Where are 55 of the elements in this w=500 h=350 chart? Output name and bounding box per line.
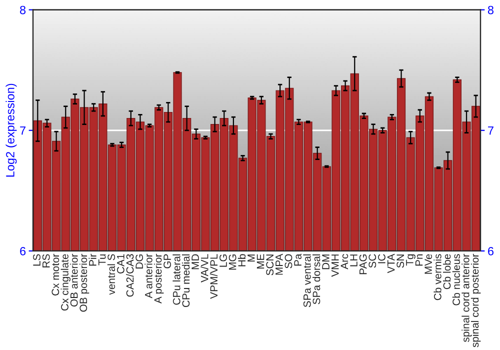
x-tick-label: M	[248, 254, 255, 262]
x-tick-label: Cx motor	[52, 254, 60, 296]
y-tick-label: 6	[20, 246, 26, 256]
y-axis-title: Log2 (expression)	[6, 84, 17, 177]
x-tick-label: A anterior	[144, 254, 152, 298]
x-tick-label: SO	[284, 254, 292, 268]
x-tick-label: VTA	[387, 254, 395, 274]
x-tick-label: LS	[33, 254, 40, 266]
x-tick-label: VA/VL	[200, 254, 208, 282]
x-tick-label: OB anterior	[70, 254, 78, 306]
x-tick-label: SC	[368, 254, 376, 268]
x-tick-label: Cx cingulate	[60, 254, 70, 311]
x-tick-label: Arc	[340, 254, 348, 270]
y2-tick-label: 8	[488, 6, 494, 14]
x-tick-label: CPu medial	[182, 254, 190, 308]
x-tick-label: VMH	[332, 254, 339, 277]
x-tick-label: MVe	[424, 254, 432, 274]
x-tick-label: A posterior	[154, 254, 164, 304]
x-tick-label: LG	[220, 254, 227, 267]
x-tick-label: GP	[164, 254, 171, 268]
x-tick-label: IC	[378, 254, 386, 264]
x-tick-label: DM	[322, 254, 330, 270]
x-tick-label: Hb	[238, 254, 246, 266]
x-tick-label: DG	[136, 254, 144, 268]
x-tick-label: CA1	[116, 254, 124, 274]
x-tick-label: MD	[192, 254, 199, 270]
x-tick-label: SN	[396, 254, 404, 268]
x-tick-label: MG	[228, 254, 236, 270]
x-tick-label: SCN	[266, 254, 274, 276]
x-tick-label: Cb nucleus	[452, 254, 460, 306]
x-tick-label: ventral S	[107, 254, 116, 295]
x-tick-label: PAG	[359, 254, 367, 274]
x-tick-label: CPu lateral	[172, 254, 180, 305]
x-tick-label: spinal cord posterior	[470, 254, 481, 348]
x-tick-label: Pir	[88, 254, 96, 266]
y-tick-label: 7	[20, 126, 26, 135]
x-tick-label: spinal cord anterior	[462, 254, 472, 342]
x-tick-label: SPa dorsal	[312, 254, 320, 304]
x-tick-label: ME	[256, 254, 264, 268]
x-tick-label: SPa ventral	[303, 254, 311, 308]
y-tick-label: 8	[20, 6, 26, 14]
y2-tick-label: 6	[488, 246, 494, 256]
x-tick-label: VPM/VPL	[210, 254, 218, 299]
x-tick-label: LH	[350, 254, 358, 266]
x-tick-label: Cb vermis	[434, 254, 442, 300]
y2-tick-label: 7	[488, 126, 494, 135]
x-tick-label: Cb lobe	[443, 254, 451, 290]
x-tick-label: Pn	[415, 254, 423, 266]
x-tick-label: RS	[42, 254, 50, 268]
x-tick-label: MPA	[276, 254, 283, 275]
x-tick-label: OB posterior	[79, 254, 90, 312]
x-tick-label: Tg	[406, 254, 416, 266]
x-tick-label: Tu	[98, 254, 106, 266]
x-tick-label: CA2/CA3	[126, 254, 134, 297]
x-tick-label: Pa	[294, 254, 302, 266]
